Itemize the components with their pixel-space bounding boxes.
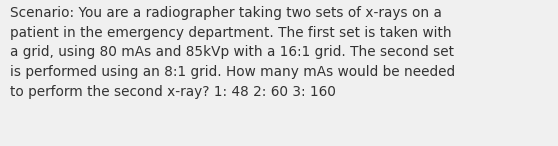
Text: Scenario: You are a radiographer taking two sets of x-rays on a
patient in the e: Scenario: You are a radiographer taking …	[10, 6, 455, 99]
